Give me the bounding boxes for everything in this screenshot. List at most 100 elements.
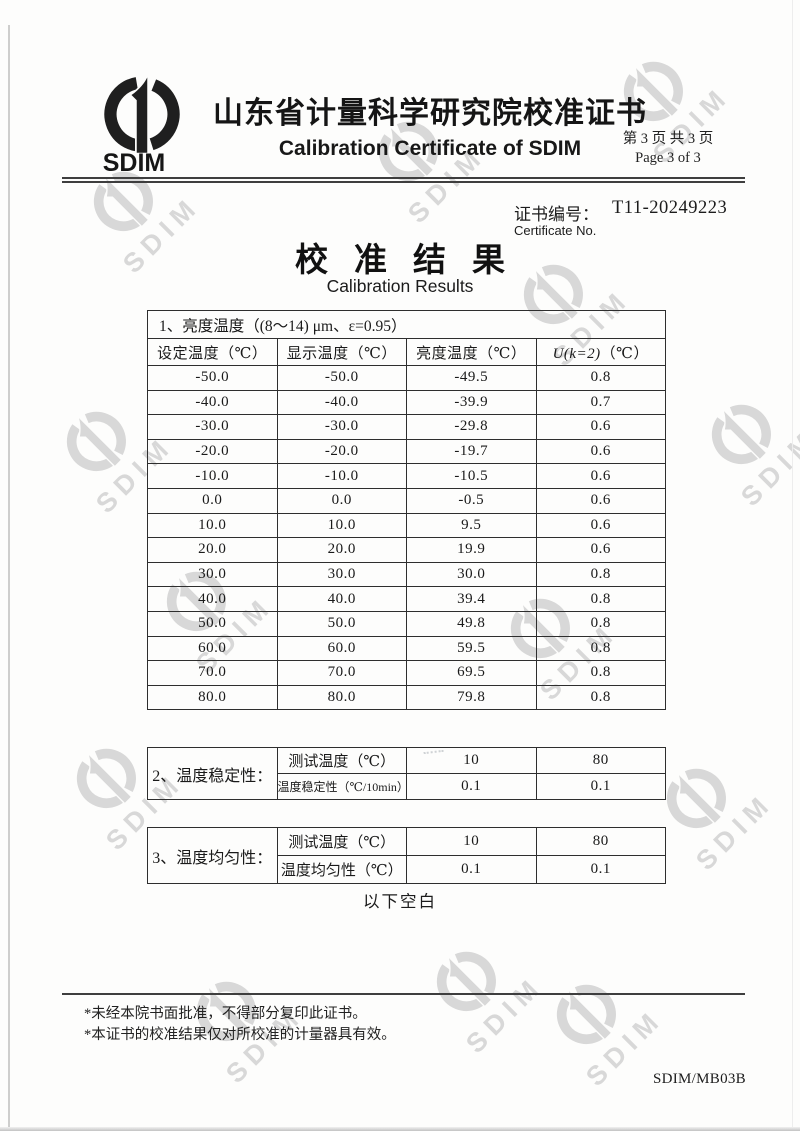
- value-cell: 0.1: [406, 773, 537, 800]
- footnote: *未经本院书面批准，不得部分复印此证书。: [84, 1006, 367, 1022]
- sdim-watermark: SDIM: [162, 947, 315, 1100]
- value-cell: -19.7: [406, 438, 537, 465]
- brightness-row: -40.0 -40.0 -39.9 0.7: [147, 389, 667, 416]
- column-header-display-temp: 显示温度（℃）: [276, 338, 407, 366]
- value-cell: 80: [535, 747, 666, 774]
- certificate-title-en: Calibration Certificate of SDIM: [278, 137, 582, 160]
- value-cell: -10.5: [406, 463, 537, 489]
- sdim-logo-watermark-icon: [556, 984, 616, 1044]
- brightness-row: 80.0 80.0 79.8 0.8: [147, 684, 667, 711]
- sdim-logo-watermark-icon: [76, 748, 136, 808]
- sdim-watermark: SDIM: [42, 714, 195, 867]
- value-cell: 70.0: [147, 660, 278, 686]
- value-cell: -30.0: [147, 414, 278, 440]
- sdim-logo-watermark-icon: [623, 61, 683, 121]
- value-cell: 20.0: [276, 537, 407, 563]
- column-header-set-temp: 设定温度（℃）: [147, 338, 278, 366]
- certificate-no-label-en: Certificate No.: [514, 223, 597, 238]
- table-row: 温度稳定性（℃/10min） 0.1 0.1: [148, 773, 666, 800]
- brightness-temperature-table: 1、亮度温度（(8～14) μm、ε=0.95） 设定温度（℃） 显示温度（℃）…: [146, 310, 667, 711]
- value-cell: 0.8: [535, 684, 667, 711]
- param-name: 测试温度（℃）: [276, 747, 407, 774]
- sdim-logo-watermark-icon: [378, 121, 438, 181]
- column-header-uncertainty: U(k=2)（℃）: [535, 338, 667, 366]
- value-cell: 30.0: [147, 561, 278, 588]
- table-title-row: 1、亮度温度（(8～14) μm、ε=0.95）: [146, 310, 667, 339]
- value-cell: -20.0: [147, 438, 278, 465]
- value-cell: 0.6: [535, 414, 667, 440]
- scan-edge-left: [8, 25, 10, 1131]
- certificate-no-value: T11-20249223: [612, 198, 728, 218]
- brightness-row: 70.0 70.0 69.5 0.8: [147, 660, 667, 686]
- table-row: 2、温度稳定性： 测试温度（℃） 10 80: [147, 747, 666, 800]
- value-cell: 0.6: [535, 463, 667, 489]
- value-cell: -39.9: [406, 389, 537, 416]
- value-cell: -10.0: [147, 463, 278, 489]
- logo-text: SDIM: [102, 149, 166, 177]
- uniformity-label: 3、温度均匀性：: [147, 827, 278, 884]
- page-number-en: Page 3 of 3: [635, 150, 701, 166]
- end-of-results-note: 以下空白: [363, 892, 437, 911]
- temperature-uniformity-table: 3、温度均匀性： 测试温度（℃） 10 80 温度均匀性（℃） 0.1 0.1: [147, 827, 666, 884]
- brightness-row: 0.0 0.0 -0.5 0.6: [147, 487, 667, 514]
- value-cell: 0.6: [535, 537, 667, 563]
- value-cell: 0.1: [406, 855, 537, 884]
- value-cell: 70.0: [276, 660, 407, 686]
- value-cell: -40.0: [147, 389, 278, 416]
- value-cell: 20.0: [147, 537, 278, 563]
- footnote: *本证书的校准结果仅对所校准的计量器具有效。: [84, 1026, 396, 1043]
- sdim-watermark: SDIM: [632, 734, 785, 887]
- value-cell: 0.0: [147, 487, 278, 514]
- certificate-title-cn: 山东省计量科学研究院校准证书: [213, 97, 647, 130]
- brightness-row: -10.0 -10.0 -10.5 0.6: [147, 463, 667, 489]
- brightness-row: -20.0 -20.0 -19.7 0.6: [147, 438, 667, 465]
- scan-edge-bottom: [0, 1127, 800, 1131]
- table-header-row: 设定温度（℃） 显示温度（℃） 亮度温度（℃） U(k=2)（℃）: [147, 338, 667, 366]
- stability-label: 2、温度稳定性：: [147, 747, 278, 800]
- brightness-row: 30.0 30.0 30.0 0.8: [147, 561, 667, 588]
- value-cell: 0.8: [535, 365, 667, 391]
- value-cell: 0.6: [535, 487, 667, 514]
- value-cell: 0.1: [535, 855, 666, 884]
- brightness-table-body: -50.0 -50.0 -49.5 0.8 -40.0 -40.0 -39.9 0.7 -30.…: [147, 365, 667, 711]
- value-cell: 0.6: [535, 512, 667, 539]
- value-cell: 19.9: [406, 537, 537, 563]
- brightness-row: -30.0 -30.0 -29.8 0.6: [147, 414, 667, 440]
- value-cell: 0.8: [535, 660, 667, 686]
- footnotes: *未经本院书面批准，不得部分复印此证书。 *本证书的校准结果仅对所校准的计量器具…: [84, 1004, 396, 1045]
- brightness-row: 50.0 50.0 49.8 0.8: [147, 610, 667, 637]
- value-cell: -10.0: [276, 463, 407, 489]
- value-cell: 0.8: [535, 586, 667, 612]
- param-name: 测试温度（℃）: [276, 827, 407, 856]
- value-cell: -30.0: [276, 414, 407, 440]
- value-cell: -40.0: [276, 389, 407, 416]
- value-cell: 39.4: [406, 586, 537, 612]
- value-cell: 79.8: [406, 684, 537, 711]
- column-header-brightness-temp: 亮度温度（℃）: [406, 338, 537, 366]
- value-cell: 80: [535, 827, 666, 856]
- value-cell: 30.0: [276, 561, 407, 588]
- value-cell: 40.0: [276, 586, 407, 612]
- uncertainty-symbol: U(k=2): [552, 345, 601, 362]
- table-row: 温度均匀性（℃） 0.1 0.1: [148, 855, 666, 884]
- temperature-stability-table: 2、温度稳定性： 测试温度（℃） 10 80 温度稳定性（℃/10min） 0.…: [147, 747, 666, 800]
- value-cell: 60.0: [147, 635, 278, 662]
- value-cell: -50.0: [276, 365, 407, 391]
- value-cell: 69.5: [406, 660, 537, 686]
- sdim-watermark: SDIM: [522, 950, 675, 1103]
- header-double-rule: [62, 177, 745, 183]
- value-cell: 9.5: [406, 512, 537, 539]
- uncertainty-unit: （℃）: [600, 345, 649, 362]
- table-title: 1、亮度温度（(8～14) μm、ε=0.95）: [146, 310, 667, 339]
- value-cell: 0.8: [535, 635, 667, 662]
- param-name: 温度稳定性（℃/10min）: [276, 773, 409, 800]
- value-cell: 0.6: [535, 438, 667, 465]
- value-cell: 0.7: [535, 389, 667, 416]
- section-title-cn: 校准结果: [295, 243, 531, 279]
- page-number-cn: 第 3 页 共 3 页: [622, 131, 714, 147]
- sdim-watermark: SDIM: [677, 370, 800, 523]
- sdim-logo-watermark-icon: [711, 404, 771, 464]
- value-cell: 59.5: [406, 635, 537, 662]
